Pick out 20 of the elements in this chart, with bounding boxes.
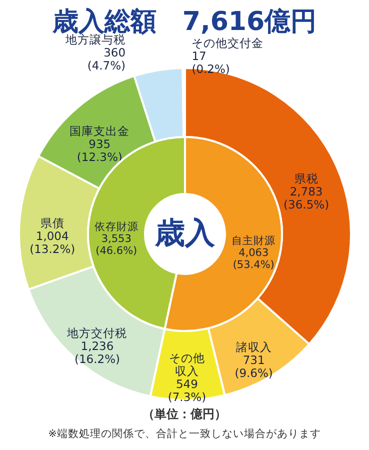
text: ※端数処理の関係で、合計と一致しない場合があります: [48, 427, 321, 440]
slice-label: 県税: [294, 171, 318, 186]
text: 歳入: [154, 216, 216, 251]
slice-label: 国庫支出金: [70, 124, 130, 138]
slice-label: 諸収入: [236, 340, 272, 354]
text: （単位：億円）: [142, 407, 226, 421]
slice-label: その他収入: [168, 350, 205, 378]
slice-label: 地方交付税: [66, 326, 128, 340]
data-label: 731 (9.6%): [234, 352, 273, 380]
data-label: 935 (12.3%): [76, 137, 122, 164]
data-label: 360 (4.7%): [87, 45, 126, 72]
data-label: 1,236 (16.2%): [74, 338, 120, 366]
slice-label: その他交付金: [192, 36, 264, 50]
slice-label: 依存財源: [94, 220, 138, 233]
slice-label: 県債: [40, 216, 64, 230]
data-label: 4,063 (53.4%): [232, 247, 274, 272]
data-label: 2,783 (36.5%): [284, 184, 330, 212]
slice-label: 自主財源: [232, 234, 276, 248]
data-label: 1,004 (13.2%): [30, 229, 76, 256]
data-label: 3,553 (46.6%): [96, 232, 138, 257]
